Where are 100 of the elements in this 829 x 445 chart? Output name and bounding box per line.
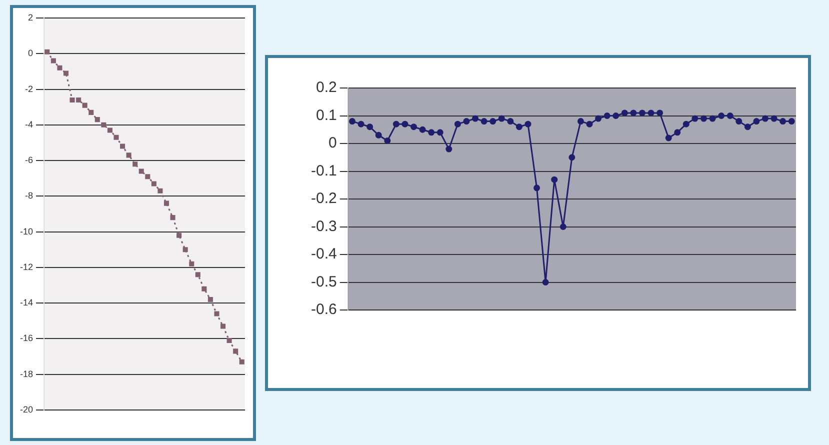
point [454,120,461,128]
point [214,311,220,316]
point [736,118,742,125]
point [788,118,795,125]
point [220,324,226,329]
point [63,70,69,76]
y-tick-label: -8 [24,190,34,201]
y-tick-label: 0 [28,48,34,58]
point [151,181,156,186]
point [612,112,620,119]
point [472,115,479,122]
point [595,115,602,122]
y-tick-label: -0.4 [310,246,337,263]
y-tick-label: -18 [20,368,34,379]
y-tick-label: -0.3 [310,218,337,235]
point [101,122,106,128]
point [392,120,400,128]
point [753,118,760,125]
point [202,286,207,292]
point [189,261,194,266]
y-tick-label: -0.1 [310,162,337,180]
point [577,118,584,125]
point [630,110,637,116]
point [568,154,576,161]
y-tick-label: -10 [20,226,34,236]
y-tick-label: -0.6 [310,301,337,318]
point [436,129,444,136]
point [507,118,514,125]
point [551,176,558,183]
point [182,247,188,252]
point [126,152,132,158]
point [498,115,505,122]
point [50,58,56,64]
point [239,359,244,364]
point [665,134,672,142]
point [358,120,364,128]
y-tick-label: 0 [328,134,337,152]
point [132,162,138,167]
point [164,200,170,206]
y-tick-label: -2 [24,84,34,94]
point [490,118,496,125]
point [170,215,176,220]
point [82,102,88,108]
y-tick-label: -4 [24,119,34,130]
point [682,120,690,128]
point [233,348,238,354]
point [114,134,119,140]
point [480,118,488,125]
point [44,49,50,54]
point [88,110,94,115]
point [208,297,213,302]
point [534,184,540,192]
point [770,115,778,122]
point [384,137,391,144]
y-tick-label: -0.2 [310,190,337,208]
point [195,272,200,278]
point [744,124,751,130]
point [402,120,408,128]
point [656,110,664,116]
point [176,232,182,238]
point [138,168,144,174]
point [560,224,566,230]
point [366,124,374,130]
y-tick-label: 0.2 [316,79,337,96]
point [446,146,452,152]
y-tick-label: 2 [28,12,34,22]
point [419,126,426,133]
point [780,118,786,125]
point [94,117,100,122]
point [410,124,417,130]
y-tick-label: -12 [20,262,34,272]
point [726,112,734,119]
point [542,279,549,286]
point [76,97,82,102]
y-tick-label: -6 [24,155,34,166]
point [57,65,62,70]
point [648,110,654,116]
y-tick-label: 0.1 [316,106,337,124]
point [158,188,163,194]
point [674,129,681,136]
point [516,124,522,130]
point [709,115,716,122]
point [692,115,698,122]
point [375,132,382,138]
point [226,338,232,344]
point [604,112,610,119]
point [621,110,628,116]
y-tick-label: -20 [20,404,34,414]
point [428,129,435,136]
point [145,174,150,180]
point [524,120,532,128]
y-tick-label: -14 [20,298,34,308]
point [120,144,126,149]
point [638,110,646,116]
point [107,128,112,133]
point [463,118,470,125]
point [348,118,356,125]
point [762,115,768,122]
point [586,120,593,128]
point [718,112,725,119]
